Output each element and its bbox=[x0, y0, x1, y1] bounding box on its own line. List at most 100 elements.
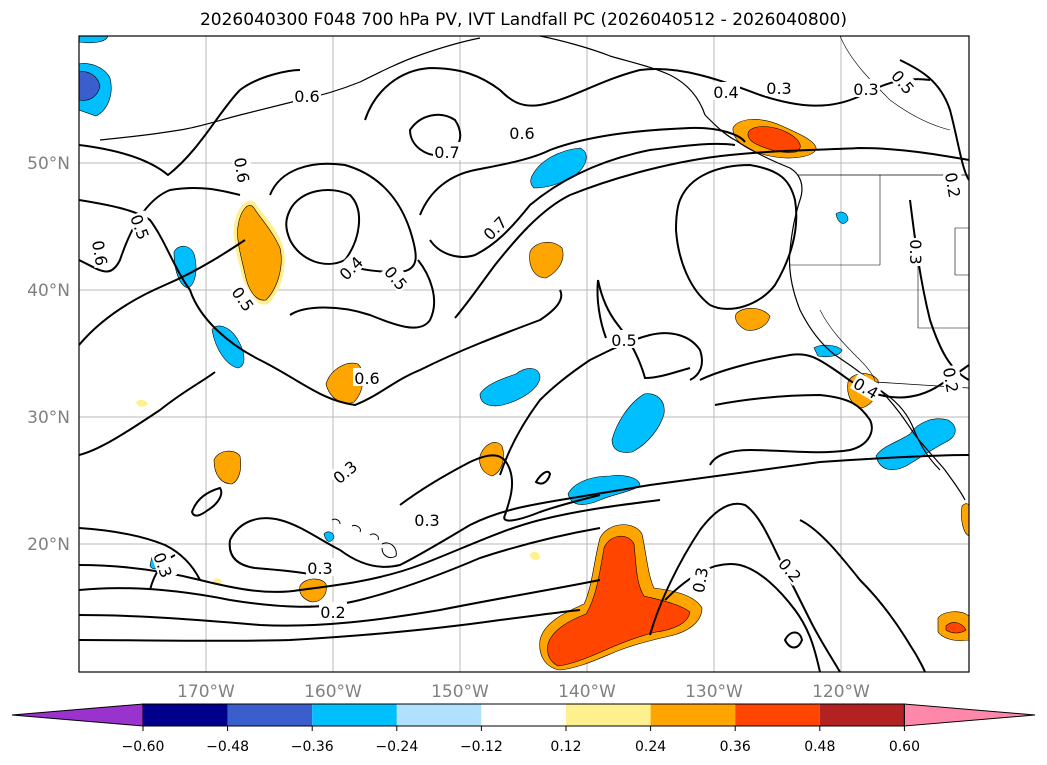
map-frame bbox=[78, 35, 970, 673]
pv-contour-line bbox=[79, 371, 216, 456]
contour-labels: 0.60.70.60.40.3 0.30.50.60.50.60.40.50.70… bbox=[88, 64, 966, 622]
colorbar-segment bbox=[819, 704, 905, 726]
colorbar-segment bbox=[566, 704, 651, 726]
longitude-label: 130°W bbox=[685, 682, 743, 702]
negative-anomaly-patch bbox=[611, 393, 665, 453]
contour-label: 0.3 bbox=[906, 239, 925, 264]
colorbar-segment bbox=[396, 704, 482, 726]
pv-contour-line bbox=[783, 631, 804, 649]
pv-contours bbox=[79, 59, 969, 672]
colorbar-segment bbox=[650, 704, 736, 726]
longitude-labels: 170°W 160°W 150°W 140°W 130°W 120°W bbox=[177, 682, 870, 702]
contour-label: 0.7 bbox=[434, 143, 459, 162]
pv-contour-line bbox=[597, 279, 691, 380]
contour-label: 0.4 bbox=[713, 83, 738, 102]
colorbar-segment bbox=[735, 704, 820, 726]
contour-label: 0.6 bbox=[230, 156, 253, 184]
pv-contour-line bbox=[229, 454, 969, 568]
colorbar-extend-low bbox=[11, 703, 144, 727]
positive-anomaly-patch bbox=[945, 622, 967, 634]
positive-anomaly-patch bbox=[735, 307, 771, 331]
pv-contour-line bbox=[79, 69, 301, 177]
positive-anomaly-patch bbox=[529, 241, 564, 279]
pv-contour-line bbox=[709, 393, 873, 466]
colorbar-tick-label: 0.24 bbox=[635, 739, 666, 755]
negative-anomaly-patch bbox=[79, 71, 101, 101]
pv-contour-line bbox=[649, 502, 841, 672]
latitude-label: 30°N bbox=[27, 408, 70, 428]
pv-contour-line bbox=[419, 126, 746, 216]
negative-anomaly-patch bbox=[813, 344, 843, 358]
pv-contour-line bbox=[79, 527, 601, 608]
colorbar-segment bbox=[143, 704, 228, 726]
colorbar: −0.60 −0.48 −0.36 −0.24 −0.12 0.12 0.24 0.36 0.4… bbox=[11, 703, 1036, 755]
pv-contour-line bbox=[408, 113, 462, 157]
gridlines bbox=[79, 36, 969, 672]
positive-anomaly-patch bbox=[237, 205, 282, 301]
pv-contour-line bbox=[596, 279, 607, 339]
contour-label: 0.3 bbox=[689, 566, 712, 594]
state-border bbox=[790, 175, 969, 329]
contour-label: 0.6 bbox=[88, 239, 111, 267]
pv-contour-line bbox=[364, 66, 931, 121]
longitude-label: 140°W bbox=[558, 682, 616, 702]
map-title: 2026040300 F048 700 hPa PV, IVT Landfall… bbox=[199, 10, 847, 30]
longitude-label: 170°W bbox=[177, 682, 235, 702]
positive-anomaly-patch bbox=[961, 503, 969, 537]
colorbar-extend-high bbox=[903, 703, 1036, 727]
pv-contour-line bbox=[79, 199, 563, 407]
positive-anomaly-patch bbox=[547, 535, 691, 667]
colorbar-tick-label: −0.60 bbox=[122, 739, 165, 755]
contour-label: 0.2 bbox=[939, 366, 962, 394]
colorbar-tick-label: 0.12 bbox=[550, 739, 581, 755]
colorbar-tick-label: 0.36 bbox=[720, 739, 751, 755]
contour-label: 0.5 bbox=[611, 331, 636, 350]
latitude-label: 20°N bbox=[27, 535, 70, 555]
hawaii-islands bbox=[331, 518, 397, 559]
pv-contour-line bbox=[534, 470, 552, 485]
colorbar-tick-label: −0.36 bbox=[291, 739, 334, 755]
contour-label: 0.3 bbox=[414, 511, 439, 530]
colorbar-frame bbox=[142, 703, 905, 727]
colorbar-tick-label: −0.12 bbox=[460, 739, 503, 755]
colorbar-tick-label: 0.60 bbox=[889, 739, 920, 755]
contour-label: 0.6 bbox=[354, 369, 379, 388]
pv-contour-line bbox=[79, 579, 601, 627]
longitude-label: 150°W bbox=[431, 682, 489, 702]
contour-label: 0.2 bbox=[941, 171, 964, 199]
pv-contour-line bbox=[499, 332, 703, 476]
state-border bbox=[819, 309, 876, 383]
contour-label: 0.2 bbox=[320, 603, 345, 622]
pv-contour-line bbox=[228, 539, 316, 576]
pv-contour-line bbox=[399, 454, 601, 522]
pv-contour-line bbox=[454, 146, 969, 319]
bc-coastline bbox=[704, 114, 966, 501]
pv-contour-line bbox=[289, 259, 435, 329]
colorbar-segment bbox=[312, 704, 397, 726]
longitude-label: 120°W bbox=[812, 682, 870, 702]
negative-anomaly-patch bbox=[479, 368, 541, 407]
pv-contour-line bbox=[79, 499, 661, 593]
colorbar-segment bbox=[227, 704, 313, 726]
positive-anomaly-patch bbox=[530, 551, 540, 561]
pv-contour-line bbox=[190, 486, 223, 517]
positive-anomaly-patch bbox=[299, 578, 327, 603]
negative-anomaly-patch bbox=[835, 211, 849, 224]
colorbar-tick-label: −0.48 bbox=[206, 739, 249, 755]
pv-contour-line bbox=[79, 609, 581, 642]
positive-anomaly-patch bbox=[747, 126, 801, 153]
pv-contour-line bbox=[79, 527, 201, 581]
positive-anomaly-patch bbox=[479, 442, 504, 477]
state-border bbox=[839, 36, 951, 131]
latitude-label: 50°N bbox=[27, 154, 70, 174]
contour-label: 0.3 bbox=[766, 79, 791, 98]
alaska-coastline bbox=[539, 36, 706, 116]
colorbar-tick-label: 0.48 bbox=[804, 739, 835, 755]
latitude-label: 40°N bbox=[27, 281, 70, 301]
positive-anomaly-patch bbox=[136, 399, 148, 407]
positive-anomaly-patch bbox=[213, 450, 242, 485]
contour-label: 0.3 bbox=[853, 80, 878, 99]
pv-contour-line bbox=[674, 163, 798, 310]
colorbar-tick-label: −0.24 bbox=[375, 739, 418, 755]
